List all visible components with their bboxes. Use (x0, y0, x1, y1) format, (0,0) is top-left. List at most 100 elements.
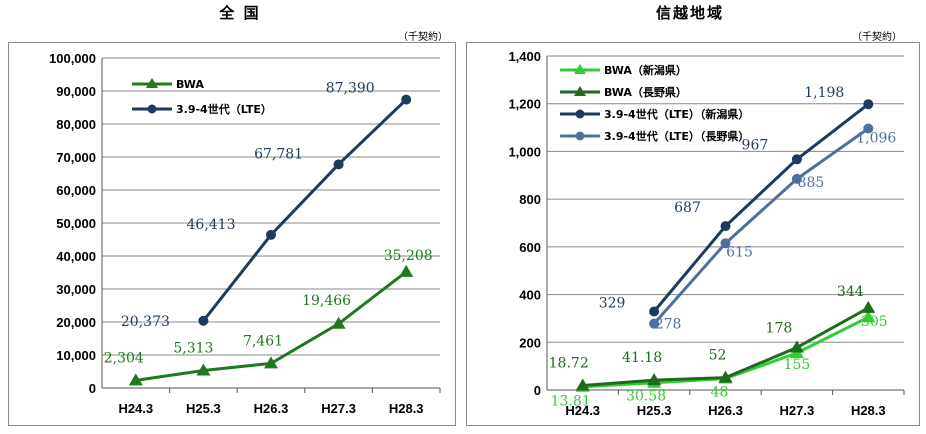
left-x-tick-label: H26.3 (254, 401, 289, 416)
right-legend-label: 3.9-4世代（LTE）（新潟県） (604, 107, 749, 121)
right-data-point (647, 373, 662, 386)
right-legend-label: BWA（新潟県） (604, 63, 687, 77)
right-y-tick-label: 1,200 (508, 97, 541, 112)
right-y-tick-label: 400 (519, 288, 541, 303)
left-y-tick-label: 50,000 (56, 216, 96, 231)
left-legend-label: BWA (176, 78, 204, 91)
right-legend-marker (574, 64, 586, 74)
right-legend-marker (575, 109, 585, 119)
left-legend-label: 3.9-4世代（LTE） (176, 102, 272, 116)
left-data-point (198, 315, 209, 326)
left-legend-marker (146, 78, 158, 88)
right-data-point (863, 123, 874, 134)
right-data-label: 885 (798, 175, 825, 191)
right-x-tick-label: H27.3 (780, 403, 815, 418)
right-data-point (575, 378, 590, 391)
right-x-tick-label: H28.3 (851, 403, 886, 418)
left-x-tick-label: H24.3 (118, 401, 153, 416)
right-chart-frame (466, 42, 920, 426)
right-y-tick-label: 1,000 (508, 144, 541, 159)
left-data-label: 87,390 (326, 81, 375, 97)
right-x-tick-label: H24.3 (565, 403, 600, 418)
right-data-label: 155 (784, 357, 811, 373)
right-data-point (791, 173, 802, 184)
right-legend-marker (574, 86, 586, 96)
right-chart-title: 信越地域 (655, 4, 724, 22)
left-data-point (333, 159, 344, 170)
left-y-tick-label: 60,000 (56, 183, 96, 198)
left-chart-frame (8, 42, 456, 426)
right-data-label: 278 (655, 317, 682, 333)
left-data-label: 20,373 (121, 314, 170, 330)
left-y-tick-label: 40,000 (56, 249, 96, 264)
left-y-tick-label: 30,000 (56, 282, 96, 297)
right-data-label: 344 (837, 284, 864, 300)
left-data-label: 5,313 (173, 340, 213, 356)
right-data-label: 18.72 (549, 356, 589, 372)
right-data-label: 178 (766, 321, 793, 337)
left-x-tick-label: H28.3 (389, 401, 424, 416)
right-data-point (649, 306, 660, 317)
right-data-label: 41.18 (622, 350, 662, 366)
right-legend-marker (575, 131, 585, 141)
right-data-label: 967 (742, 137, 769, 153)
left-legend-marker (147, 104, 157, 114)
left-data-label: 67,781 (254, 146, 303, 162)
left-data-point (264, 356, 278, 369)
left-data-point (196, 363, 211, 376)
right-x-tick-label: H26.3 (708, 403, 743, 418)
left-y-tick-label: 80,000 (56, 117, 96, 132)
right-legend-label: 3.9-4世代（LTE）（長野県） (604, 129, 749, 143)
right-y-tick-label: 800 (519, 192, 541, 207)
left-y-tick-label: 70,000 (56, 150, 96, 165)
left-y-tick-label: 20,000 (56, 315, 96, 330)
left-data-label: 19,466 (302, 293, 351, 309)
left-x-tick-label: H25.3 (186, 401, 221, 416)
right-data-point (718, 370, 733, 383)
left-data-point (399, 264, 414, 277)
right-series-line (652, 127, 870, 325)
right-data-label: 1,198 (804, 85, 844, 101)
left-y-tick-label: 0 (89, 381, 96, 396)
left-data-point (128, 373, 143, 386)
right-data-point (720, 238, 731, 249)
right-x-tick-label: H25.3 (637, 403, 672, 418)
left-data-label: 46,413 (187, 217, 236, 233)
right-data-label: 1,096 (856, 131, 896, 147)
right-data-point (789, 340, 804, 353)
right-data-label: 305 (861, 314, 888, 330)
left-chart-unit: （千契約） (398, 32, 448, 43)
right-data-point (649, 318, 660, 329)
right-y-tick-label: 1,400 (508, 49, 541, 64)
right-y-tick-label: 600 (519, 240, 541, 255)
left-y-tick-label: 10,000 (56, 348, 96, 363)
right-y-tick-label: 0 (534, 383, 541, 398)
left-data-point (266, 229, 276, 240)
left-data-label: 2,304 (104, 350, 144, 366)
right-data-label: 687 (674, 200, 701, 216)
right-data-label: 329 (599, 296, 626, 312)
left-chart-title: 全 国 (219, 4, 261, 22)
left-series-line (202, 98, 408, 322)
left-y-tick-label: 100,000 (49, 51, 96, 66)
right-chart-unit: （千契約） (852, 32, 902, 43)
right-data-label: 52 (709, 348, 727, 364)
right-y-tick-label: 200 (519, 335, 541, 350)
left-y-tick-label: 90,000 (56, 84, 96, 99)
right-data-point (861, 310, 876, 323)
right-data-label: 30.58 (626, 389, 666, 405)
left-x-tick-label: H27.3 (321, 401, 356, 416)
left-data-point (401, 94, 412, 105)
right-data-point (861, 300, 876, 313)
left-data-point (331, 316, 346, 329)
left-data-label: 35,208 (384, 248, 433, 264)
right-legend-label: BWA（長野県） (604, 86, 687, 99)
right-series-line (652, 103, 870, 313)
right-data-point (863, 99, 874, 110)
left-data-label: 7,461 (243, 333, 283, 349)
right-data-point (791, 154, 802, 165)
right-data-label: 48 (711, 385, 729, 401)
right-data-label: 615 (726, 244, 753, 260)
right-data-point (720, 221, 731, 232)
